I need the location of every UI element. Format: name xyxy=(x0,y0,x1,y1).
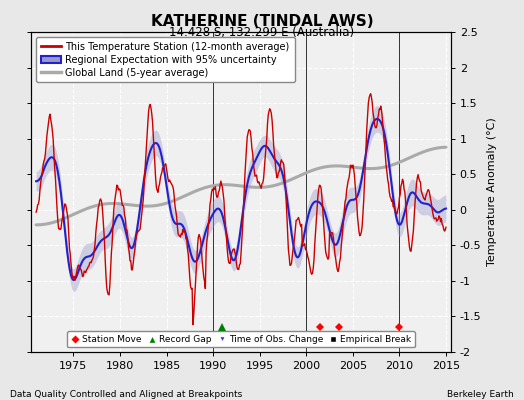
Text: 14.428 S, 132.299 E (Australia): 14.428 S, 132.299 E (Australia) xyxy=(169,26,355,39)
Text: Berkeley Earth: Berkeley Earth xyxy=(447,390,514,399)
Text: Data Quality Controlled and Aligned at Breakpoints: Data Quality Controlled and Aligned at B… xyxy=(10,390,243,399)
Y-axis label: Temperature Anomaly (°C): Temperature Anomaly (°C) xyxy=(487,118,497,266)
Legend: Station Move, Record Gap, Time of Obs. Change, Empirical Break: Station Move, Record Gap, Time of Obs. C… xyxy=(67,331,415,348)
Text: KATHERINE (TINDAL AWS): KATHERINE (TINDAL AWS) xyxy=(151,14,373,29)
